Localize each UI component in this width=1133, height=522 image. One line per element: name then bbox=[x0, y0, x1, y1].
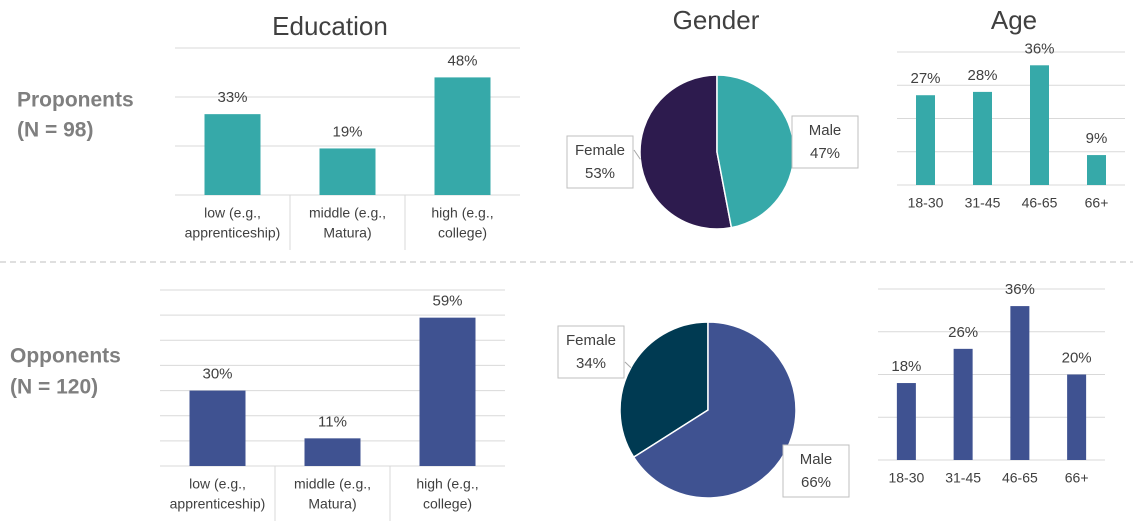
x-tick-label: 46-65 bbox=[1002, 470, 1038, 486]
x-tick-label: high (e.g., bbox=[431, 205, 493, 221]
x-tick-label: middle (e.g., bbox=[294, 476, 371, 492]
bar bbox=[434, 77, 491, 195]
x-tick-label: Matura) bbox=[323, 225, 371, 241]
x-tick-label: Matura) bbox=[308, 496, 356, 512]
label-box bbox=[566, 135, 634, 189]
data-label: 18% bbox=[891, 358, 921, 375]
x-tick-label: 31-45 bbox=[965, 195, 1001, 211]
bar bbox=[973, 91, 992, 185]
bar bbox=[419, 317, 476, 466]
label-box bbox=[791, 115, 859, 169]
bar bbox=[204, 114, 261, 195]
label-box bbox=[557, 325, 625, 379]
data-label: 9% bbox=[1086, 130, 1108, 147]
bar bbox=[896, 383, 916, 460]
x-tick-label: low (e.g., bbox=[204, 205, 261, 221]
x-tick-label: college) bbox=[423, 496, 472, 512]
x-tick-label: apprenticeship) bbox=[170, 496, 266, 512]
x-tick-label: low (e.g., bbox=[189, 476, 246, 492]
pie-label: 53% bbox=[585, 165, 615, 182]
bar bbox=[953, 348, 973, 460]
x-tick-label: 18-30 bbox=[888, 470, 924, 486]
data-label: 26% bbox=[948, 324, 978, 341]
bar bbox=[304, 438, 361, 466]
row-label: (N = 98) bbox=[17, 119, 93, 142]
pie-slice bbox=[716, 74, 795, 229]
pie-category: Male bbox=[800, 451, 833, 468]
row-label: Opponents bbox=[10, 345, 121, 368]
label-box bbox=[782, 444, 850, 498]
data-label: 19% bbox=[332, 123, 362, 140]
column-title: Age bbox=[991, 5, 1037, 35]
pie-label: 47% bbox=[810, 145, 840, 162]
data-label: 20% bbox=[1062, 349, 1092, 366]
column-title: Gender bbox=[673, 5, 760, 35]
data-label: 28% bbox=[967, 67, 997, 84]
bar bbox=[1010, 306, 1030, 460]
data-label: 33% bbox=[217, 89, 247, 106]
pie-label: 34% bbox=[576, 355, 606, 372]
x-tick-label: 66+ bbox=[1085, 195, 1109, 211]
bar bbox=[189, 390, 246, 466]
x-tick-label: middle (e.g., bbox=[309, 205, 386, 221]
pie-category: Male bbox=[809, 122, 842, 139]
pie-label: 66% bbox=[801, 474, 831, 491]
leader-line bbox=[624, 361, 632, 368]
x-tick-label: 46-65 bbox=[1022, 195, 1058, 211]
pie-category: Female bbox=[566, 332, 616, 349]
data-label: 48% bbox=[447, 52, 477, 69]
bar bbox=[916, 95, 935, 185]
bar bbox=[1067, 374, 1087, 460]
column-title: Education bbox=[272, 11, 388, 41]
leader-line bbox=[633, 149, 641, 160]
data-label: 36% bbox=[1005, 281, 1035, 298]
x-tick-label: 66+ bbox=[1065, 470, 1089, 486]
data-label: 59% bbox=[432, 293, 462, 310]
bar bbox=[1030, 65, 1049, 185]
data-label: 30% bbox=[202, 366, 232, 383]
data-label: 36% bbox=[1024, 40, 1054, 57]
x-tick-label: 18-30 bbox=[908, 195, 944, 211]
x-tick-label: 31-45 bbox=[945, 470, 981, 486]
row-label: (N = 120) bbox=[10, 376, 98, 399]
pie-category: Female bbox=[575, 142, 625, 159]
row-label: Proponents bbox=[17, 89, 134, 112]
x-tick-label: apprenticeship) bbox=[185, 225, 281, 241]
data-label: 11% bbox=[318, 413, 347, 430]
x-tick-label: high (e.g., bbox=[416, 476, 478, 492]
x-tick-label: college) bbox=[438, 225, 487, 241]
data-label: 27% bbox=[910, 70, 940, 87]
bar bbox=[1087, 155, 1106, 185]
bar bbox=[319, 148, 376, 195]
